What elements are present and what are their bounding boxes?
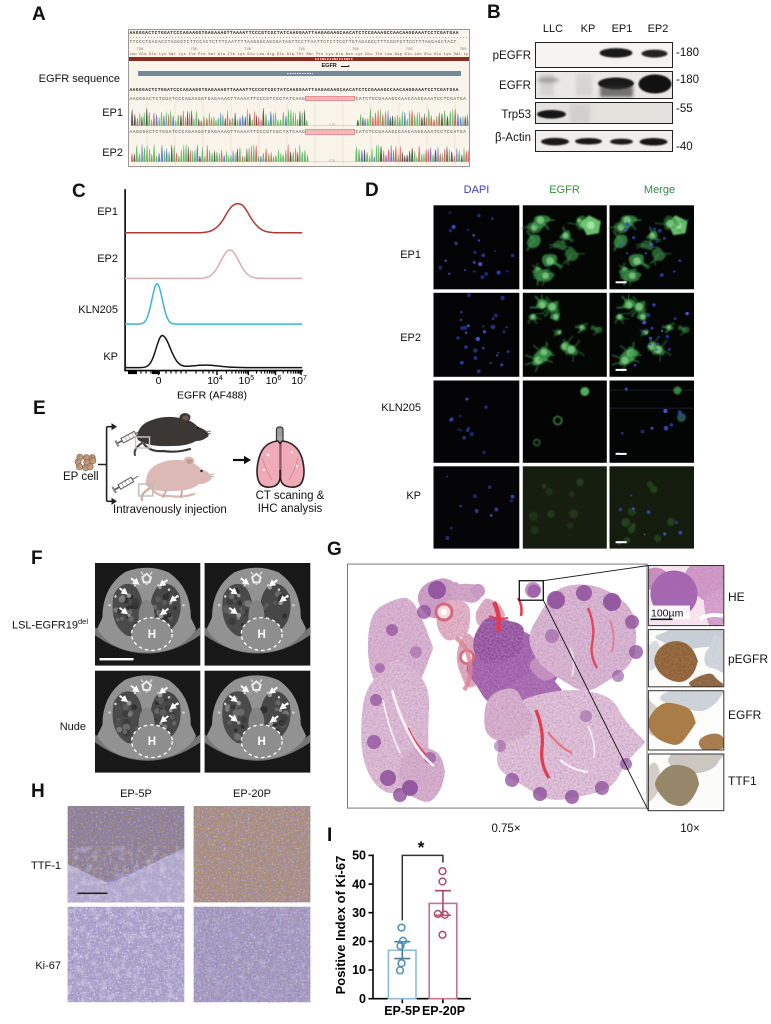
svg-text:H: H <box>148 736 156 748</box>
svg-text:H: H <box>148 629 156 641</box>
svg-text:20: 20 <box>352 935 366 949</box>
svg-text:10: 10 <box>352 963 366 977</box>
svg-text:0: 0 <box>156 375 162 387</box>
svg-text:40: 40 <box>352 877 366 891</box>
svg-text:30: 30 <box>352 906 366 920</box>
svg-text:*: * <box>418 838 425 857</box>
svg-text:EP-5P: EP-5P <box>384 1004 420 1018</box>
svg-text:EGFR (AF488): EGFR (AF488) <box>177 390 247 402</box>
svg-text:EP-20P: EP-20P <box>422 1004 465 1018</box>
svg-text:Positive Index of Ki-67: Positive Index of Ki-67 <box>333 856 348 995</box>
svg-text:100µm: 100µm <box>651 608 684 620</box>
svg-text:50: 50 <box>352 849 366 863</box>
svg-text:H: H <box>258 736 266 748</box>
svg-text:H: H <box>258 629 266 641</box>
svg-text:0: 0 <box>359 992 366 1006</box>
